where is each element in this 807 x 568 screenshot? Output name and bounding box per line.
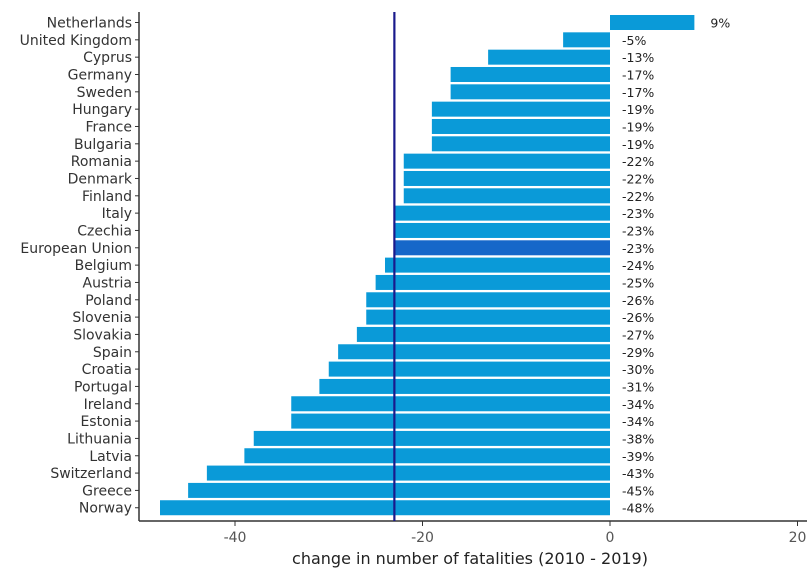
category-label: Lithuania (67, 431, 132, 447)
bar-latvia (244, 448, 610, 464)
category-label: Norway (79, 501, 132, 517)
category-label: Ireland (84, 397, 132, 413)
value-label: -39% (622, 449, 654, 464)
value-label: -22% (622, 189, 654, 204)
value-label: -26% (622, 310, 654, 325)
value-label: -17% (622, 85, 654, 100)
bar-czechia (394, 222, 610, 238)
value-label: -19% (622, 137, 654, 152)
bar-finland (403, 188, 610, 204)
x-axis-title: change in number of fatalities (2010 - 2… (292, 549, 648, 568)
bar-romania (403, 153, 610, 169)
value-labels: 9% -5% -13% -17% -17% -19% -19% -19% -22% -22% -22… (622, 16, 730, 516)
x-tick-label: -40 (224, 530, 247, 546)
bar-hungary (431, 101, 610, 117)
bar-greece (188, 482, 610, 498)
category-label: Belgium (75, 258, 132, 274)
value-label: -26% (622, 293, 654, 308)
bars (160, 15, 695, 516)
value-label: -17% (622, 67, 654, 82)
bar-netherlands (610, 15, 695, 30)
axes: -40 -20 0 20 (135, 12, 807, 546)
bar-portugal (319, 378, 610, 394)
category-label: Romania (71, 154, 132, 170)
bar-european-union (394, 240, 610, 256)
bar-germany (450, 66, 610, 82)
category-label: Croatia (82, 362, 132, 378)
bar-austria (375, 274, 610, 290)
bar-slovenia (366, 309, 610, 325)
x-tick-label: 20 (789, 530, 807, 546)
value-label: -48% (622, 501, 654, 516)
x-tick-label: 0 (606, 530, 615, 546)
category-label: Bulgaria (74, 137, 132, 153)
value-label: -22% (622, 171, 654, 186)
bar-sweden (450, 84, 610, 100)
category-label: Slovenia (72, 310, 132, 326)
bar-slovakia (356, 326, 610, 342)
bar-norway (160, 500, 610, 516)
category-label: Finland (82, 189, 132, 205)
bar-bulgaria (431, 136, 610, 152)
category-label: European Union (20, 241, 132, 257)
x-tick-label: -20 (411, 530, 434, 546)
bar-croatia (328, 361, 610, 377)
category-label: Cyprus (83, 50, 132, 66)
category-label: France (85, 119, 132, 135)
value-label: -45% (622, 483, 654, 498)
value-label: -38% (622, 431, 654, 446)
category-label: Portugal (74, 379, 132, 395)
category-label: Switzerland (50, 466, 132, 482)
value-label: -30% (622, 362, 654, 377)
bar-cyprus (488, 49, 610, 65)
category-label: Germany (68, 67, 132, 83)
value-label: -43% (622, 466, 654, 481)
category-label: Sweden (77, 85, 132, 101)
category-label: Estonia (80, 414, 132, 430)
bar-denmark (403, 170, 610, 186)
category-label: Denmark (68, 171, 133, 187)
value-label: -19% (622, 119, 654, 134)
value-label: -34% (622, 397, 654, 412)
value-label: 9% (710, 16, 730, 31)
category-label: Italy (102, 206, 132, 222)
category-label: Austria (83, 275, 132, 291)
bar-belgium (385, 257, 610, 273)
bar-spain (338, 344, 610, 360)
value-label: -27% (622, 327, 654, 342)
bar-poland (366, 292, 610, 308)
bar-estonia (291, 413, 610, 429)
value-label: -29% (622, 345, 654, 360)
value-label: -22% (622, 154, 654, 169)
value-label: -25% (622, 275, 654, 290)
bar-switzerland (206, 465, 610, 481)
bar-ireland (291, 396, 610, 412)
value-label: -34% (622, 414, 654, 429)
category-label: United Kingdom (20, 33, 132, 49)
bar-italy (394, 205, 610, 221)
value-label: -24% (622, 258, 654, 273)
category-label: Spain (93, 345, 132, 361)
category-label: Slovakia (73, 327, 132, 343)
value-label: -13% (622, 50, 654, 65)
category-label: Hungary (72, 102, 132, 118)
value-label: -5% (622, 33, 646, 48)
value-label: -23% (622, 241, 654, 256)
category-label: Netherlands (47, 16, 132, 32)
value-label: -23% (622, 206, 654, 221)
category-label: Latvia (89, 449, 132, 465)
bar-lithuania (253, 430, 610, 446)
bar-united-kingdom (563, 32, 610, 48)
category-label: Czechia (77, 223, 132, 239)
value-label: -23% (622, 223, 654, 238)
bar-france (431, 118, 610, 134)
value-label: -31% (622, 379, 654, 394)
category-label: Greece (82, 483, 132, 499)
value-label: -19% (622, 102, 654, 117)
category-label: Poland (85, 293, 132, 309)
